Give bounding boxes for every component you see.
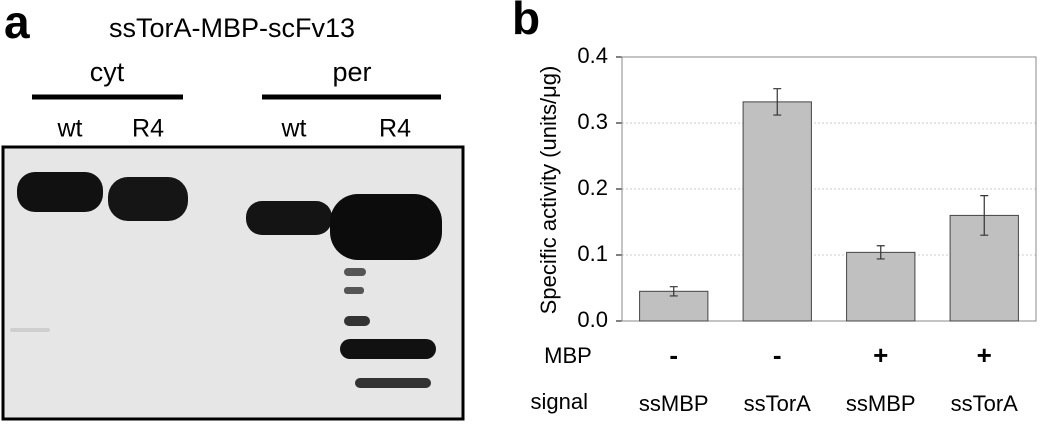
y-tick-label: 0.0: [577, 307, 608, 332]
bar: [742, 101, 812, 322]
lane-label: wt: [57, 115, 83, 143]
error-bar: [876, 245, 885, 260]
mbp-sign: -: [669, 340, 678, 370]
blot-title: ssTorA-MBP-scFv13: [109, 13, 355, 43]
panel-label: a: [4, 0, 30, 48]
error-bar: [773, 88, 782, 116]
bar: [846, 251, 916, 322]
panel-label: b: [512, 0, 540, 44]
x-tick-label: ssMBP: [846, 391, 916, 416]
x-tick-label: ssMBP: [639, 391, 709, 416]
mbp-sign: +: [977, 340, 992, 370]
x-tick-label: ssTorA: [951, 391, 1019, 416]
row-label: MBP: [544, 343, 592, 368]
error-bar: [980, 195, 989, 236]
fraction-label: per: [332, 57, 371, 87]
lane-label: R4: [379, 115, 411, 143]
error-bar: [669, 286, 678, 297]
bar: [639, 290, 709, 322]
lane-label: wt: [281, 115, 307, 143]
x-tick-label: ssTorA: [744, 391, 812, 416]
lane-label: R4: [132, 115, 164, 143]
plot-frame: [621, 56, 1037, 322]
mbp-sign: +: [873, 340, 888, 370]
y-tick-label: 0.2: [577, 175, 608, 200]
blot: [1, 145, 465, 421]
row-label: signal: [531, 389, 588, 414]
y-axis-label: Specific activity (units/μg): [536, 66, 561, 315]
mbp-sign: -: [773, 340, 782, 370]
y-tick-label: 0.1: [577, 241, 608, 266]
y-tick-label: 0.4: [577, 43, 608, 68]
fraction-label: cyt: [90, 57, 125, 87]
y-tick-label: 0.3: [577, 109, 608, 134]
